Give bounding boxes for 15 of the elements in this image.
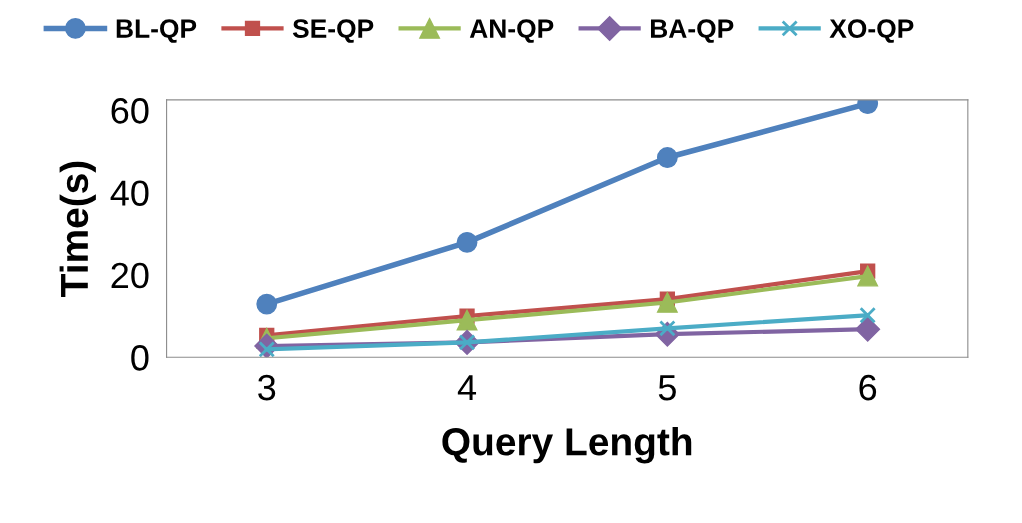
legend-label: BA-QP xyxy=(650,19,734,43)
y-tick-label: 40 xyxy=(110,180,149,206)
x-tick-label: 5 xyxy=(658,375,676,401)
legend-label: SE-QP xyxy=(292,19,374,43)
x-tick-label: 4 xyxy=(457,375,477,401)
y-axis-title: Time(s) xyxy=(59,161,96,297)
legend-label: XO-QP xyxy=(829,19,914,43)
y-tick-label: 20 xyxy=(111,262,149,289)
x-tick-label: 6 xyxy=(859,374,877,401)
x-tick-label: 3 xyxy=(258,374,276,401)
legend-label: AN-QP xyxy=(469,19,554,43)
legend-label: BL-QP xyxy=(116,19,197,43)
y-tick-label: 60 xyxy=(111,98,149,124)
y-tick-label: 0 xyxy=(131,345,149,371)
x-axis-title: Query Length xyxy=(442,426,692,464)
